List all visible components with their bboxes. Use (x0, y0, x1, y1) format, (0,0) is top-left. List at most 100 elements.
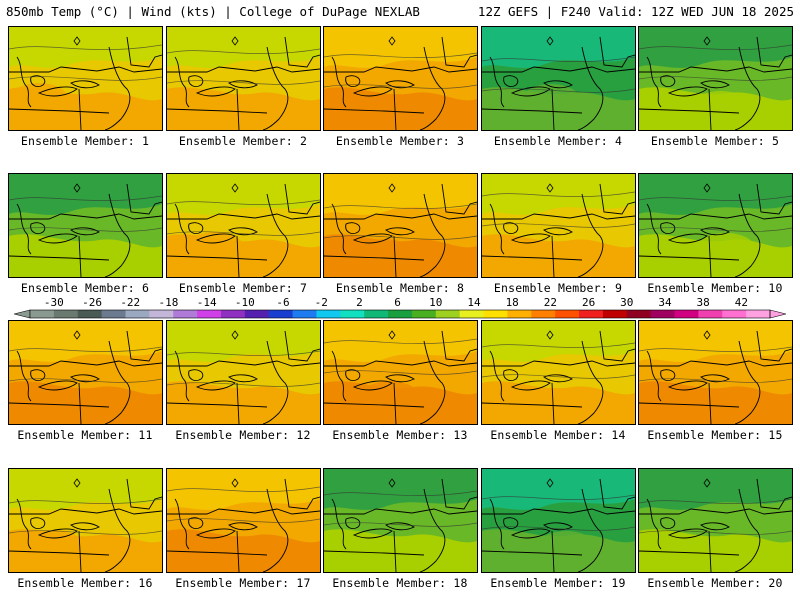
map-boundaries (324, 183, 477, 277)
ensemble-member-label: Ensemble Member: 8 (335, 281, 465, 295)
map-boundaries (482, 478, 635, 572)
station-marker-icon (546, 478, 554, 488)
station-marker-icon (546, 36, 554, 46)
isotherm-contours (482, 342, 635, 379)
member-temperature-field (167, 469, 320, 572)
station-marker-icon (546, 183, 554, 193)
member-temperature-field (324, 469, 477, 572)
colorbar-tick-label: 18 (506, 296, 519, 309)
member-temperature-field (639, 321, 792, 424)
colorbar-tick-label: 26 (582, 296, 595, 309)
colorbar-swatch (555, 310, 580, 318)
colorbar-swatch (435, 310, 461, 318)
member-temperature-field (167, 174, 320, 277)
ensemble-member-map (323, 468, 478, 573)
colorbar-swatch (316, 310, 341, 318)
isotherm-contours (167, 350, 320, 387)
colorbar-swatch (125, 310, 150, 318)
colorbar-swatch (746, 310, 771, 318)
colorbar-swatch (388, 310, 413, 318)
isotherm-contours (167, 486, 320, 523)
isotherm-contours (482, 56, 635, 93)
station-marker-icon (73, 183, 81, 193)
isotherm-contours (639, 44, 792, 81)
colorbar-tick-label: -18 (159, 296, 179, 309)
map-boundaries (324, 478, 477, 572)
isotherm-contours (324, 338, 477, 375)
station-marker-icon (231, 330, 239, 340)
isotherm-contours (9, 44, 162, 81)
map-boundaries (639, 183, 792, 277)
colorbar-tick-label: 2 (356, 296, 363, 309)
isotherm-contours (639, 346, 792, 383)
member-temperature-field (324, 321, 477, 424)
colorbar-tick-label: 10 (429, 296, 442, 309)
ensemble-member-map (481, 320, 636, 425)
colorbar-swatch (411, 310, 437, 318)
colorbar-swatch (507, 310, 532, 318)
station-marker-icon (388, 36, 396, 46)
ensemble-member-map (323, 320, 478, 425)
station-marker-icon (231, 183, 239, 193)
ensemble-member-map (323, 26, 478, 131)
ensemble-member-label: Ensemble Member: 12 (175, 428, 311, 442)
colorbar-tick-label: 14 (467, 296, 481, 309)
ensemble-member-label: Ensemble Member: 14 (490, 428, 626, 442)
isotherm-contours (324, 490, 477, 527)
map-boundaries (9, 330, 162, 424)
station-marker-icon (703, 183, 711, 193)
colorbar-tick-label: -26 (82, 296, 102, 309)
isotherm-contours (639, 498, 792, 535)
colorbar-swatch (268, 310, 293, 318)
isotherm-contours (167, 48, 320, 85)
map-boundaries (9, 478, 162, 572)
station-marker-icon (73, 330, 81, 340)
colorbar-tick-label: -2 (315, 296, 328, 309)
ensemble-member-map (323, 173, 478, 278)
map-boundaries (9, 183, 162, 277)
member-temperature-field (482, 27, 635, 130)
isotherm-contours (639, 195, 792, 232)
member-temperature-field (9, 321, 162, 424)
ensemble-member-label: Ensemble Member: 4 (493, 134, 623, 148)
ensemble-member-label: Ensemble Member: 17 (175, 576, 311, 590)
map-boundaries (482, 183, 635, 277)
map-boundaries (324, 330, 477, 424)
colorbar-swatch (459, 310, 484, 318)
colorbar-swatch (698, 310, 723, 318)
station-marker-icon (703, 478, 711, 488)
station-marker-icon (388, 478, 396, 488)
colorbar-swatch (602, 310, 628, 318)
colorbar-swatch (244, 310, 270, 318)
ensemble-member-map (8, 468, 163, 573)
ensemble-member-map (166, 320, 321, 425)
colorbar-swatch (531, 310, 556, 318)
station-marker-icon (703, 36, 711, 46)
station-marker-icon (231, 36, 239, 46)
map-boundaries (9, 36, 162, 130)
ensemble-member-map (166, 26, 321, 131)
colorbar-swatch (101, 310, 126, 318)
ensemble-member-label: Ensemble Member: 11 (17, 428, 153, 442)
colorbar-swatch (149, 310, 174, 318)
colorbar-swatch (364, 310, 389, 318)
colorbar-tick-label: 6 (394, 296, 401, 309)
map-title: 850mb Temp (°C) | Wind (kts) | College o… (6, 4, 420, 19)
station-marker-icon (546, 330, 554, 340)
colorbar-right-arrow-icon (769, 309, 787, 319)
ensemble-member-map (481, 173, 636, 278)
member-temperature-field (639, 174, 792, 277)
colorbar-tick-label: 22 (544, 296, 557, 309)
member-temperature-field (639, 469, 792, 572)
ensemble-member-map (638, 468, 793, 573)
ensemble-member-map (8, 26, 163, 131)
station-marker-icon (73, 478, 81, 488)
station-marker-icon (388, 183, 396, 193)
member-temperature-field (167, 321, 320, 424)
colorbar-swatch (483, 310, 508, 318)
station-marker-icon (73, 36, 81, 46)
map-boundaries (482, 36, 635, 130)
ensemble-member-map (481, 468, 636, 573)
station-marker-icon (231, 478, 239, 488)
member-temperature-field (324, 27, 477, 130)
